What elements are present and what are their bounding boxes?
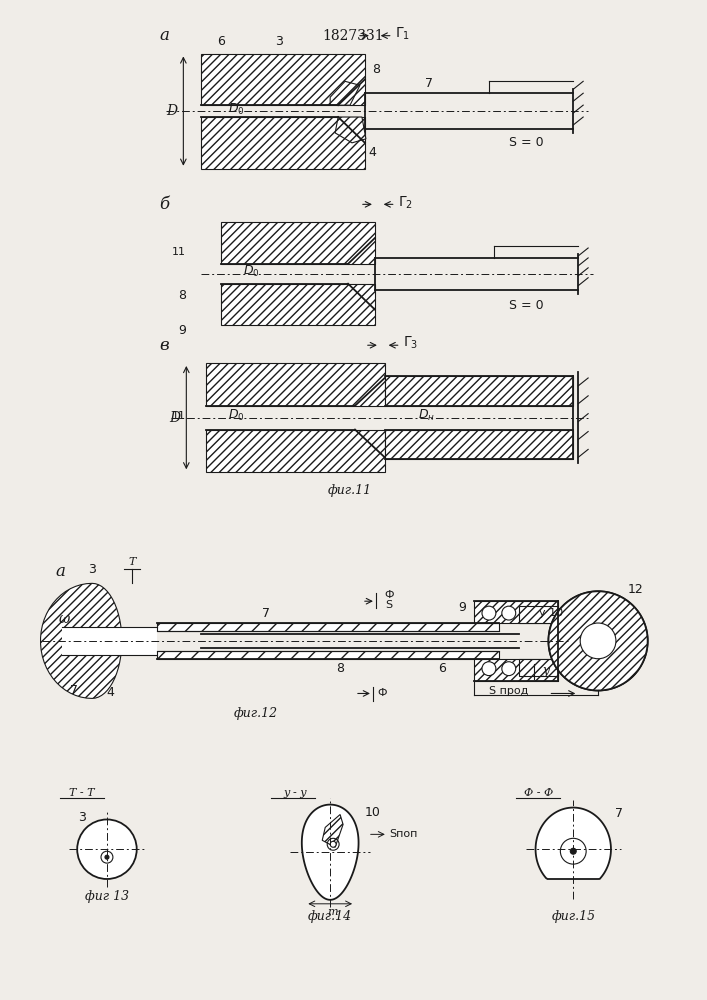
Circle shape [101, 851, 113, 863]
Text: 8: 8 [178, 289, 187, 302]
Circle shape [502, 662, 515, 676]
Text: $D_0$: $D_0$ [243, 264, 259, 279]
Polygon shape [330, 81, 360, 105]
Text: Sпоп: Sпоп [390, 829, 418, 839]
Text: фиг.11: фиг.11 [328, 484, 372, 497]
Text: 8: 8 [336, 662, 344, 675]
Polygon shape [385, 376, 573, 406]
Polygon shape [221, 222, 375, 264]
Polygon shape [385, 430, 573, 459]
Polygon shape [474, 601, 559, 623]
Circle shape [502, 606, 515, 620]
Text: фиг.14: фиг.14 [308, 910, 352, 923]
Polygon shape [221, 284, 375, 325]
Circle shape [549, 591, 648, 690]
Polygon shape [519, 659, 559, 676]
Text: фиг.15: фиг.15 [551, 910, 595, 923]
Circle shape [580, 623, 616, 659]
Text: 12: 12 [628, 583, 643, 596]
Polygon shape [302, 805, 358, 900]
Text: б: б [160, 196, 170, 213]
Text: 6: 6 [438, 662, 446, 675]
Polygon shape [156, 651, 499, 659]
Text: Ф - Ф: Ф - Ф [524, 788, 553, 798]
Circle shape [77, 819, 136, 879]
Circle shape [330, 841, 336, 847]
Text: у: у [543, 664, 550, 677]
Text: 7: 7 [262, 607, 269, 620]
Text: т: т [327, 907, 337, 917]
Text: 4: 4 [106, 686, 114, 699]
Text: 3: 3 [78, 811, 86, 824]
Text: $\Gamma_1$: $\Gamma_1$ [395, 25, 410, 42]
Text: 1827331: 1827331 [322, 29, 384, 43]
Text: Ф: Ф [378, 688, 387, 698]
Polygon shape [156, 623, 499, 631]
Text: $D_н$: $D_н$ [418, 408, 435, 423]
Text: S: S [385, 600, 392, 610]
Text: у 10: у 10 [539, 608, 563, 618]
Text: T: T [128, 557, 136, 567]
Circle shape [482, 606, 496, 620]
Circle shape [571, 848, 576, 854]
Text: D: D [169, 411, 180, 425]
Text: Ф: Ф [385, 590, 395, 600]
Text: 4: 4 [368, 146, 376, 159]
Text: D: D [166, 104, 177, 118]
Text: $D_0$: $D_0$ [228, 102, 244, 117]
Text: $D_0$: $D_0$ [228, 408, 244, 423]
Text: 3: 3 [274, 35, 283, 48]
Text: S прод: S прод [489, 686, 528, 696]
Polygon shape [549, 591, 648, 690]
Text: 11: 11 [173, 247, 187, 257]
Text: 3: 3 [88, 563, 96, 576]
Text: фиг 13: фиг 13 [85, 890, 129, 903]
Polygon shape [474, 659, 559, 681]
Polygon shape [62, 627, 156, 655]
Text: а: а [55, 563, 65, 580]
Polygon shape [335, 117, 366, 143]
Text: 9: 9 [458, 601, 466, 614]
Text: ω: ω [59, 612, 70, 626]
Text: S = 0: S = 0 [509, 299, 544, 312]
Polygon shape [201, 117, 365, 169]
Polygon shape [322, 815, 343, 847]
Text: $\Gamma_3$: $\Gamma_3$ [403, 335, 418, 351]
Text: T - T: T - T [69, 788, 95, 798]
Text: $\Gamma_2$: $\Gamma_2$ [398, 194, 413, 211]
Text: 7: 7 [615, 807, 623, 820]
Circle shape [105, 855, 109, 859]
Text: в: в [160, 337, 169, 354]
Text: 7: 7 [70, 684, 78, 697]
Polygon shape [206, 363, 385, 406]
Text: фиг.12: фиг.12 [234, 707, 278, 720]
Text: у - у: у - у [284, 788, 308, 798]
Text: 9: 9 [178, 324, 187, 337]
Polygon shape [519, 606, 559, 623]
Text: 10: 10 [365, 806, 381, 819]
Text: 8: 8 [372, 63, 380, 76]
Text: 6: 6 [217, 35, 225, 48]
Text: 11: 11 [173, 411, 187, 421]
Text: а: а [160, 27, 170, 44]
Circle shape [482, 662, 496, 676]
Polygon shape [201, 54, 365, 105]
Polygon shape [206, 430, 385, 472]
Text: S = 0: S = 0 [509, 136, 544, 149]
Circle shape [561, 838, 586, 864]
Polygon shape [40, 583, 122, 698]
Text: 7: 7 [426, 77, 433, 90]
Polygon shape [536, 808, 611, 879]
